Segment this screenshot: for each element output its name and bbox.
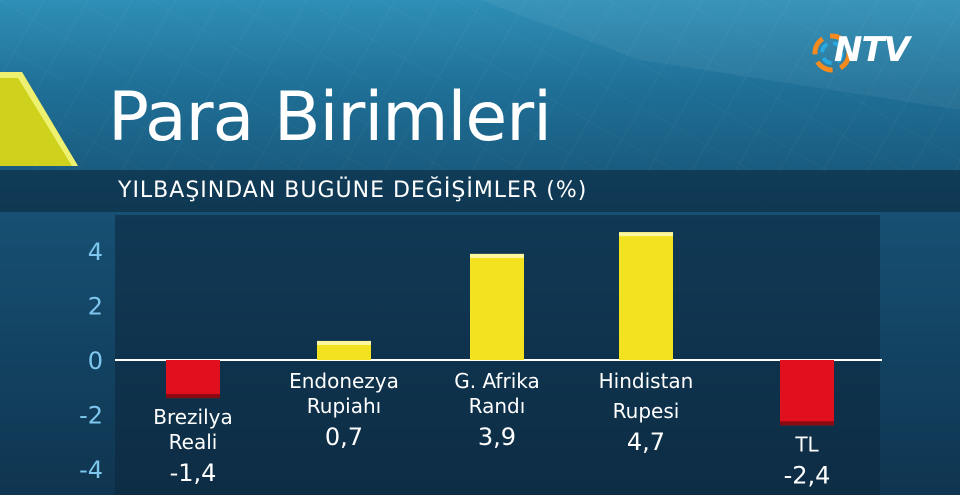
bar-2 [470, 253, 524, 360]
ntv-logo-swirl [812, 33, 852, 73]
category-label: Reali [169, 430, 218, 454]
bar-3 [619, 232, 673, 360]
bar-edge-0 [166, 394, 220, 399]
page-title: Para Birimleri [108, 78, 552, 157]
data-label: 0,7 [325, 423, 363, 451]
category-label: Rupiahı [307, 394, 381, 418]
bar-0 [166, 360, 220, 399]
y-tick-label: -4 [79, 456, 103, 484]
category-label: Rupesi [613, 399, 680, 423]
subtitle-bar [0, 170, 960, 212]
chart-subtitle: YILBAŞINDAN BUGÜNE DEĞİŞİMLER (%) [118, 178, 588, 203]
category-label: Endonezya [289, 369, 399, 393]
category-label: G. Afrika [454, 369, 540, 393]
category-label: Randı [469, 394, 526, 418]
bar-edge-3 [619, 232, 673, 237]
bar-1 [317, 340, 371, 360]
data-label: -2,4 [784, 461, 831, 489]
bar-edge-2 [470, 253, 524, 258]
category-label: Hindistan [599, 369, 694, 393]
bar-edge-4 [780, 421, 834, 426]
y-tick-label: 0 [88, 347, 103, 375]
data-label: -1,4 [170, 459, 217, 487]
bar-4 [780, 360, 834, 426]
y-tick-label: 2 [88, 293, 103, 321]
y-tick-label: 4 [88, 238, 103, 266]
y-tick-label: -2 [79, 401, 103, 429]
ntv-logo: NTV [834, 30, 910, 70]
category-label: Brezilya [153, 405, 233, 429]
title-accent-shape [0, 72, 78, 166]
data-label: 4,7 [627, 428, 665, 456]
bar-edge-1 [317, 340, 371, 345]
category-label: TL [794, 432, 819, 456]
data-label: 3,9 [478, 423, 516, 451]
